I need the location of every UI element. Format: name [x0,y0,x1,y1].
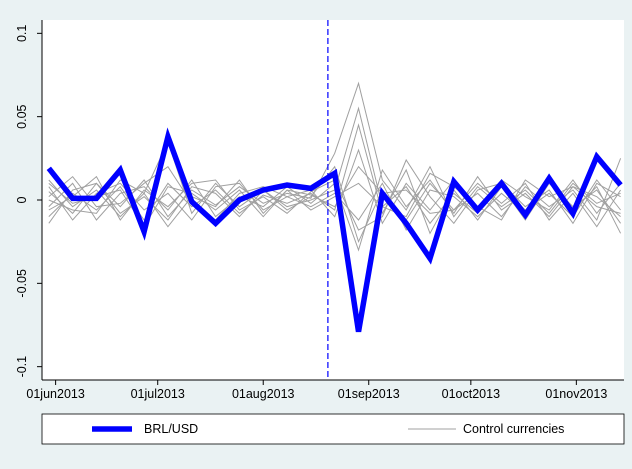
control-line [48,172,621,228]
series-line [46,127,623,333]
y-tick-label: 0 [15,196,29,203]
control-line [48,148,622,225]
x-tick-label: 01nov2013 [545,387,607,401]
legend-label: BRL/USD [144,422,198,436]
y-tick-label: -0.1 [15,356,29,378]
plot [46,20,623,380]
x-tick-label: 01oct2013 [442,387,500,401]
legend [41,413,625,445]
x-tick-label: 01jun2013 [26,387,84,401]
control-line [48,81,621,218]
x-tick-label: 01sep2013 [338,387,400,401]
y-tick-label: 0.1 [15,25,29,42]
x-tick-label: 01jul2013 [131,387,185,401]
legend-label: Control currencies [463,422,564,436]
y-tick-label: -0.05 [15,269,29,298]
y-tick-label: 0.05 [15,104,29,128]
x-tick-label: 01aug2013 [232,387,295,401]
